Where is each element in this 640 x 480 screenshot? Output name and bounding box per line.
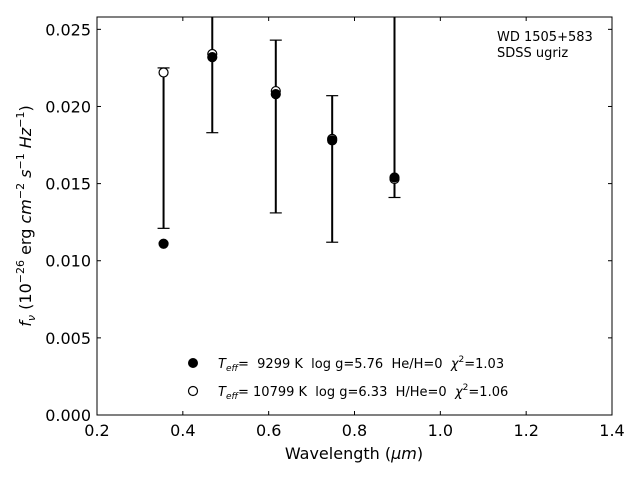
legend: Teff= 9299 K log g=5.76 He/H=0 χ2=1.03 T… [187, 355, 508, 402]
model-point-filled [158, 238, 169, 249]
x-tick-label: 1.2 [513, 421, 538, 440]
legend-2-eff: eff [226, 392, 240, 402]
legend-2-t: T [218, 385, 227, 400]
y-label-cm: cm [16, 199, 35, 223]
legend-2-val: =1.06 [468, 385, 508, 400]
annotation-line-2: SDSS ugriz [497, 46, 568, 61]
annotation-line-1: WD 1505+583 [497, 30, 593, 45]
legend-marker-open [187, 385, 199, 397]
legend-marker-filled [188, 358, 198, 368]
legend-1-two: 2 [459, 355, 465, 365]
legend-2-text: = 10799 K log g=6.33 H/He=0 [238, 385, 455, 400]
y-tick-label: 0.015 [45, 175, 91, 194]
model-point-open [158, 67, 169, 78]
tick-marks [96, 17, 613, 416]
legend-1-chi: χ [450, 357, 460, 372]
y-label-exp2: −2 [14, 183, 27, 199]
y-label-hz: Hz [16, 127, 35, 153]
model-point-filled [270, 89, 281, 100]
x-axis-label-close: ) [417, 444, 423, 463]
legend-1-text: = 9299 K log g=5.76 He/H=0 [238, 357, 451, 372]
y-label-open: (10 [16, 283, 35, 315]
legend-label-2: Teff= 10799 K log g=6.33 H/He=0 χ2=1.06 [218, 383, 508, 402]
y-tick-label: 0.005 [45, 329, 91, 348]
y-tick-label: 0.020 [45, 97, 91, 116]
y-tick-label: 0.000 [45, 406, 91, 425]
y-label-close: ) [16, 105, 35, 111]
legend-1-t: T [218, 357, 227, 372]
y-tick-label: 0.010 [45, 252, 91, 271]
x-axis-label: Wavelength (μm) [285, 444, 423, 463]
y-label-exp1: −26 [14, 260, 27, 283]
model-point-filled [389, 172, 400, 183]
tick-labels: 0.2 0.4 0.6 0.8 1.0 1.2 1.4 0.000 0.005 0.010 0.01… [45, 20, 625, 440]
x-tick-label: 0.4 [170, 421, 195, 440]
x-tick-label: 0.2 [84, 421, 109, 440]
model-point-filled [327, 135, 338, 146]
legend-1-eff: eff [226, 364, 240, 374]
y-label-s: s [16, 170, 35, 183]
x-tick-label: 0.6 [256, 421, 281, 440]
error-bars [157, 17, 401, 243]
legend-2-chi: χ [454, 385, 464, 400]
x-tick-label: 1.0 [428, 421, 453, 440]
y-label-exp4: −1 [14, 112, 27, 128]
x-axis-label-unit: μm [390, 444, 417, 463]
x-axis-label-main: Wavelength ( [285, 444, 391, 463]
legend-label-1: Teff= 9299 K log g=5.76 He/H=0 χ2=1.03 [218, 355, 504, 374]
x-tick-label: 1.4 [599, 421, 624, 440]
legend-2-two: 2 [463, 383, 469, 393]
data-points [158, 48, 400, 249]
y-label-exp3: −1 [14, 153, 27, 169]
y-label-f: f [16, 319, 35, 327]
y-axis-label: fν (10−26 erg cm−2 s−1 Hz−1) [14, 105, 38, 326]
model-point-filled [207, 52, 218, 63]
x-tick-label: 0.8 [342, 421, 367, 440]
plot-frame [96, 16, 613, 416]
y-label-nu: ν [25, 315, 38, 321]
y-tick-label: 0.025 [45, 20, 91, 39]
legend-1-val: =1.03 [464, 357, 504, 372]
y-label-erg: erg [16, 224, 35, 260]
